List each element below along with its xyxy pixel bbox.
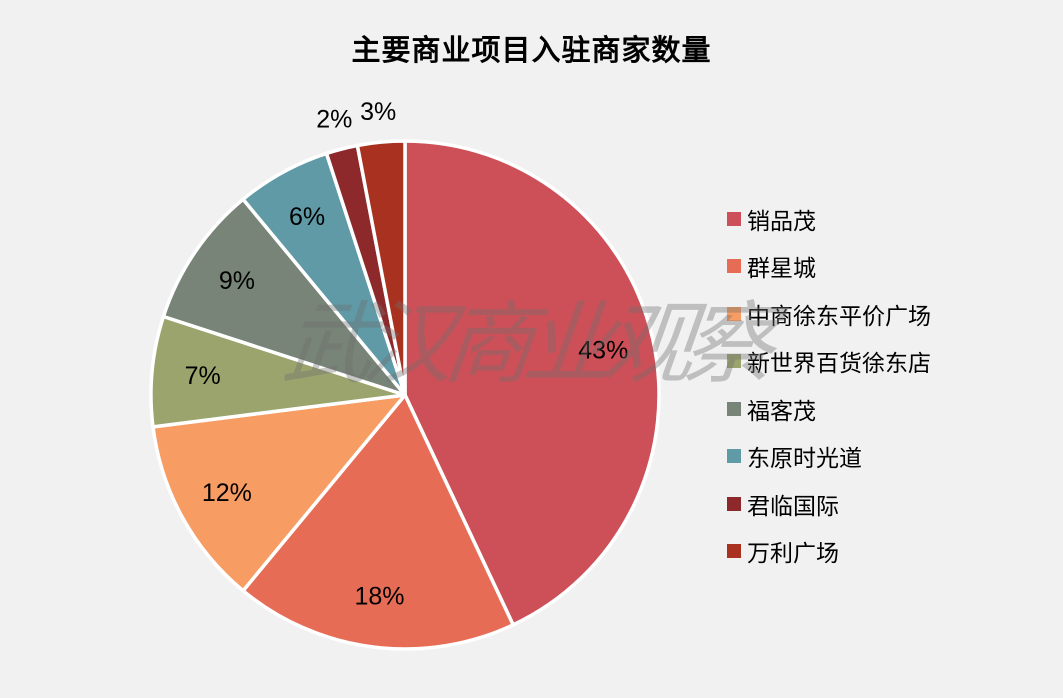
legend-swatch-icon — [727, 449, 741, 464]
slice-label-4: 9% — [219, 267, 255, 295]
slice-label-1: 18% — [354, 583, 404, 611]
legend-swatch-icon — [727, 496, 741, 511]
pie-slice-4 — [161, 197, 407, 397]
chart-title: 主要商业项目入驻商家数量 — [351, 35, 712, 67]
legend-item-4: 福客茂 — [727, 385, 931, 433]
slice-label-0: 43% — [578, 337, 628, 365]
legend-item-6: 君临国际 — [727, 480, 931, 528]
pie-slice-0 — [403, 139, 661, 627]
legend-label: 福客茂 — [747, 397, 816, 424]
legend-swatch-icon — [727, 401, 741, 416]
slice-label-6: 2% — [316, 106, 352, 134]
legend-swatch-icon — [727, 211, 741, 226]
legend-item-1: 群星城 — [727, 243, 931, 291]
legend-item-2: 中商徐东平价广场 — [727, 290, 931, 338]
legend-label: 新世界百货徐东店 — [747, 350, 931, 377]
slice-label-7: 3% — [360, 98, 396, 126]
pie-slice-2 — [151, 393, 407, 593]
legend-item-3: 新世界百货徐东店 — [727, 338, 931, 386]
legend-label: 中商徐东平价广场 — [747, 302, 931, 329]
legend-item-7: 万利广场 — [727, 528, 931, 576]
legend-item-0: 销品茂 — [727, 195, 931, 243]
slice-label-2: 12% — [202, 479, 252, 507]
legend-swatch-icon — [727, 544, 741, 559]
pie-slice-7 — [355, 139, 407, 397]
legend: 销品茂群星城中商徐东平价广场 新世界百货徐东店 福客茂东原时光道君临国际万利广场 — [727, 195, 931, 575]
legend-label: 万利广场 — [747, 540, 839, 567]
legend-item-5: 东原时光道 — [727, 433, 931, 481]
pie-slice-3 — [149, 314, 407, 429]
legend-swatch-icon — [727, 354, 741, 369]
legend-swatch-icon — [727, 306, 741, 321]
legend-swatch-icon — [727, 259, 741, 274]
legend-label: 东原时光道 — [747, 445, 862, 472]
slice-label-3: 7% — [185, 362, 221, 390]
legend-label: 君临国际 — [747, 492, 839, 519]
slice-label-5: 6% — [289, 203, 325, 231]
legend-label: 群星城 — [747, 255, 816, 282]
pie-slice-1 — [241, 393, 515, 651]
legend-label: 销品茂 — [747, 207, 816, 234]
